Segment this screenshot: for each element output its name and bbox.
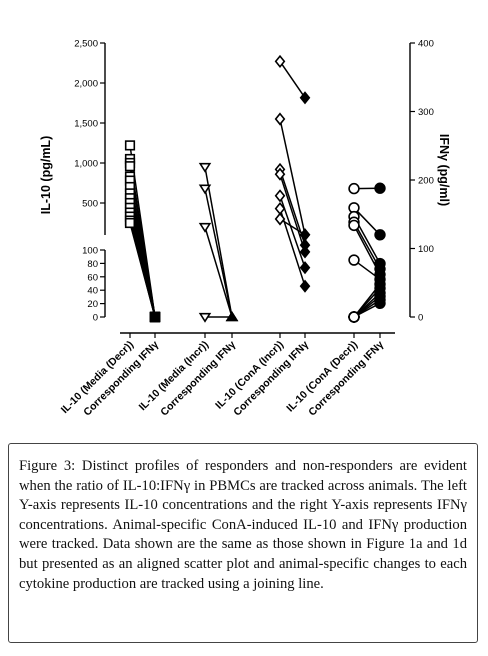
left-axis-title: IL-10 (pg/mL)	[39, 136, 53, 214]
right-axis-tick-label: 100	[418, 244, 434, 255]
right-axis-tick-label: 0	[418, 313, 423, 324]
il10-point	[274, 112, 286, 126]
joining-line	[204, 188, 233, 318]
right-axis-tick-label: 400	[418, 39, 434, 50]
left-axis-tick-label: 1,000	[74, 159, 98, 170]
left-axis-tick-label: 0	[93, 313, 98, 324]
il10-point	[124, 140, 136, 151]
left-axis-tick-label: 2,000	[74, 79, 98, 90]
joining-line	[204, 226, 233, 318]
joining-line	[279, 218, 306, 236]
left-axis-tick-label: 100	[82, 246, 98, 257]
caption-label: Figure 3:	[19, 458, 76, 474]
left-axis-tick-label: 40	[87, 286, 98, 297]
right-axis-tick-label: 300	[418, 107, 434, 118]
il10-point	[274, 54, 286, 68]
figure-caption: Figure 3: Distinct profiles of responder…	[8, 443, 478, 643]
left-axis-tick-label: 1,500	[74, 119, 98, 130]
right-axis-title: IFNγ (pg/ml)	[437, 134, 451, 206]
left-axis-tick-label: 20	[87, 299, 98, 310]
joining-line	[279, 173, 306, 253]
il10-point	[274, 212, 286, 226]
ifng-point	[374, 182, 386, 194]
chart-axes: IL-10 (pg/mL) IFNγ (pg/ml) 2,500 2,000 1,5…	[39, 39, 451, 419]
ifng-point	[299, 91, 311, 105]
il10-point	[124, 217, 136, 229]
ifng-point	[374, 297, 386, 309]
il10-point	[274, 189, 286, 203]
ifng-point	[299, 261, 311, 275]
ifng-point	[225, 311, 239, 322]
il10-point	[198, 312, 212, 323]
ifng-point	[374, 229, 386, 241]
ifng-point	[299, 228, 311, 242]
caption-text: Distinct profiles of responders and non-…	[19, 458, 467, 592]
ifng-point	[149, 311, 161, 323]
ifng-point	[299, 279, 311, 293]
il10-point	[124, 161, 136, 172]
il10-point	[274, 167, 286, 181]
chart-marks	[124, 54, 386, 323]
il10-point	[198, 162, 212, 173]
left-axis-tick-label: 60	[87, 272, 98, 283]
il10-point	[348, 254, 360, 266]
joining-line	[129, 222, 156, 318]
il10-point	[198, 222, 212, 233]
joining-line	[279, 118, 306, 235]
left-axis-tick-label: 500	[82, 199, 98, 210]
joining-line	[279, 60, 306, 99]
left-axis-tick-label: 2,500	[74, 39, 98, 50]
right-axis-tick-label: 200	[418, 176, 434, 187]
ifng-point	[299, 245, 311, 259]
joining-line	[353, 207, 381, 236]
il10-point	[198, 184, 212, 195]
chart: IL-10 (pg/mL) IFNγ (pg/ml) 2,500 2,000 1,5…	[39, 39, 451, 419]
il10-point	[348, 311, 360, 323]
left-axis-tick-label: 80	[87, 259, 98, 270]
il10-point	[348, 219, 360, 232]
il10-point	[348, 182, 360, 195]
